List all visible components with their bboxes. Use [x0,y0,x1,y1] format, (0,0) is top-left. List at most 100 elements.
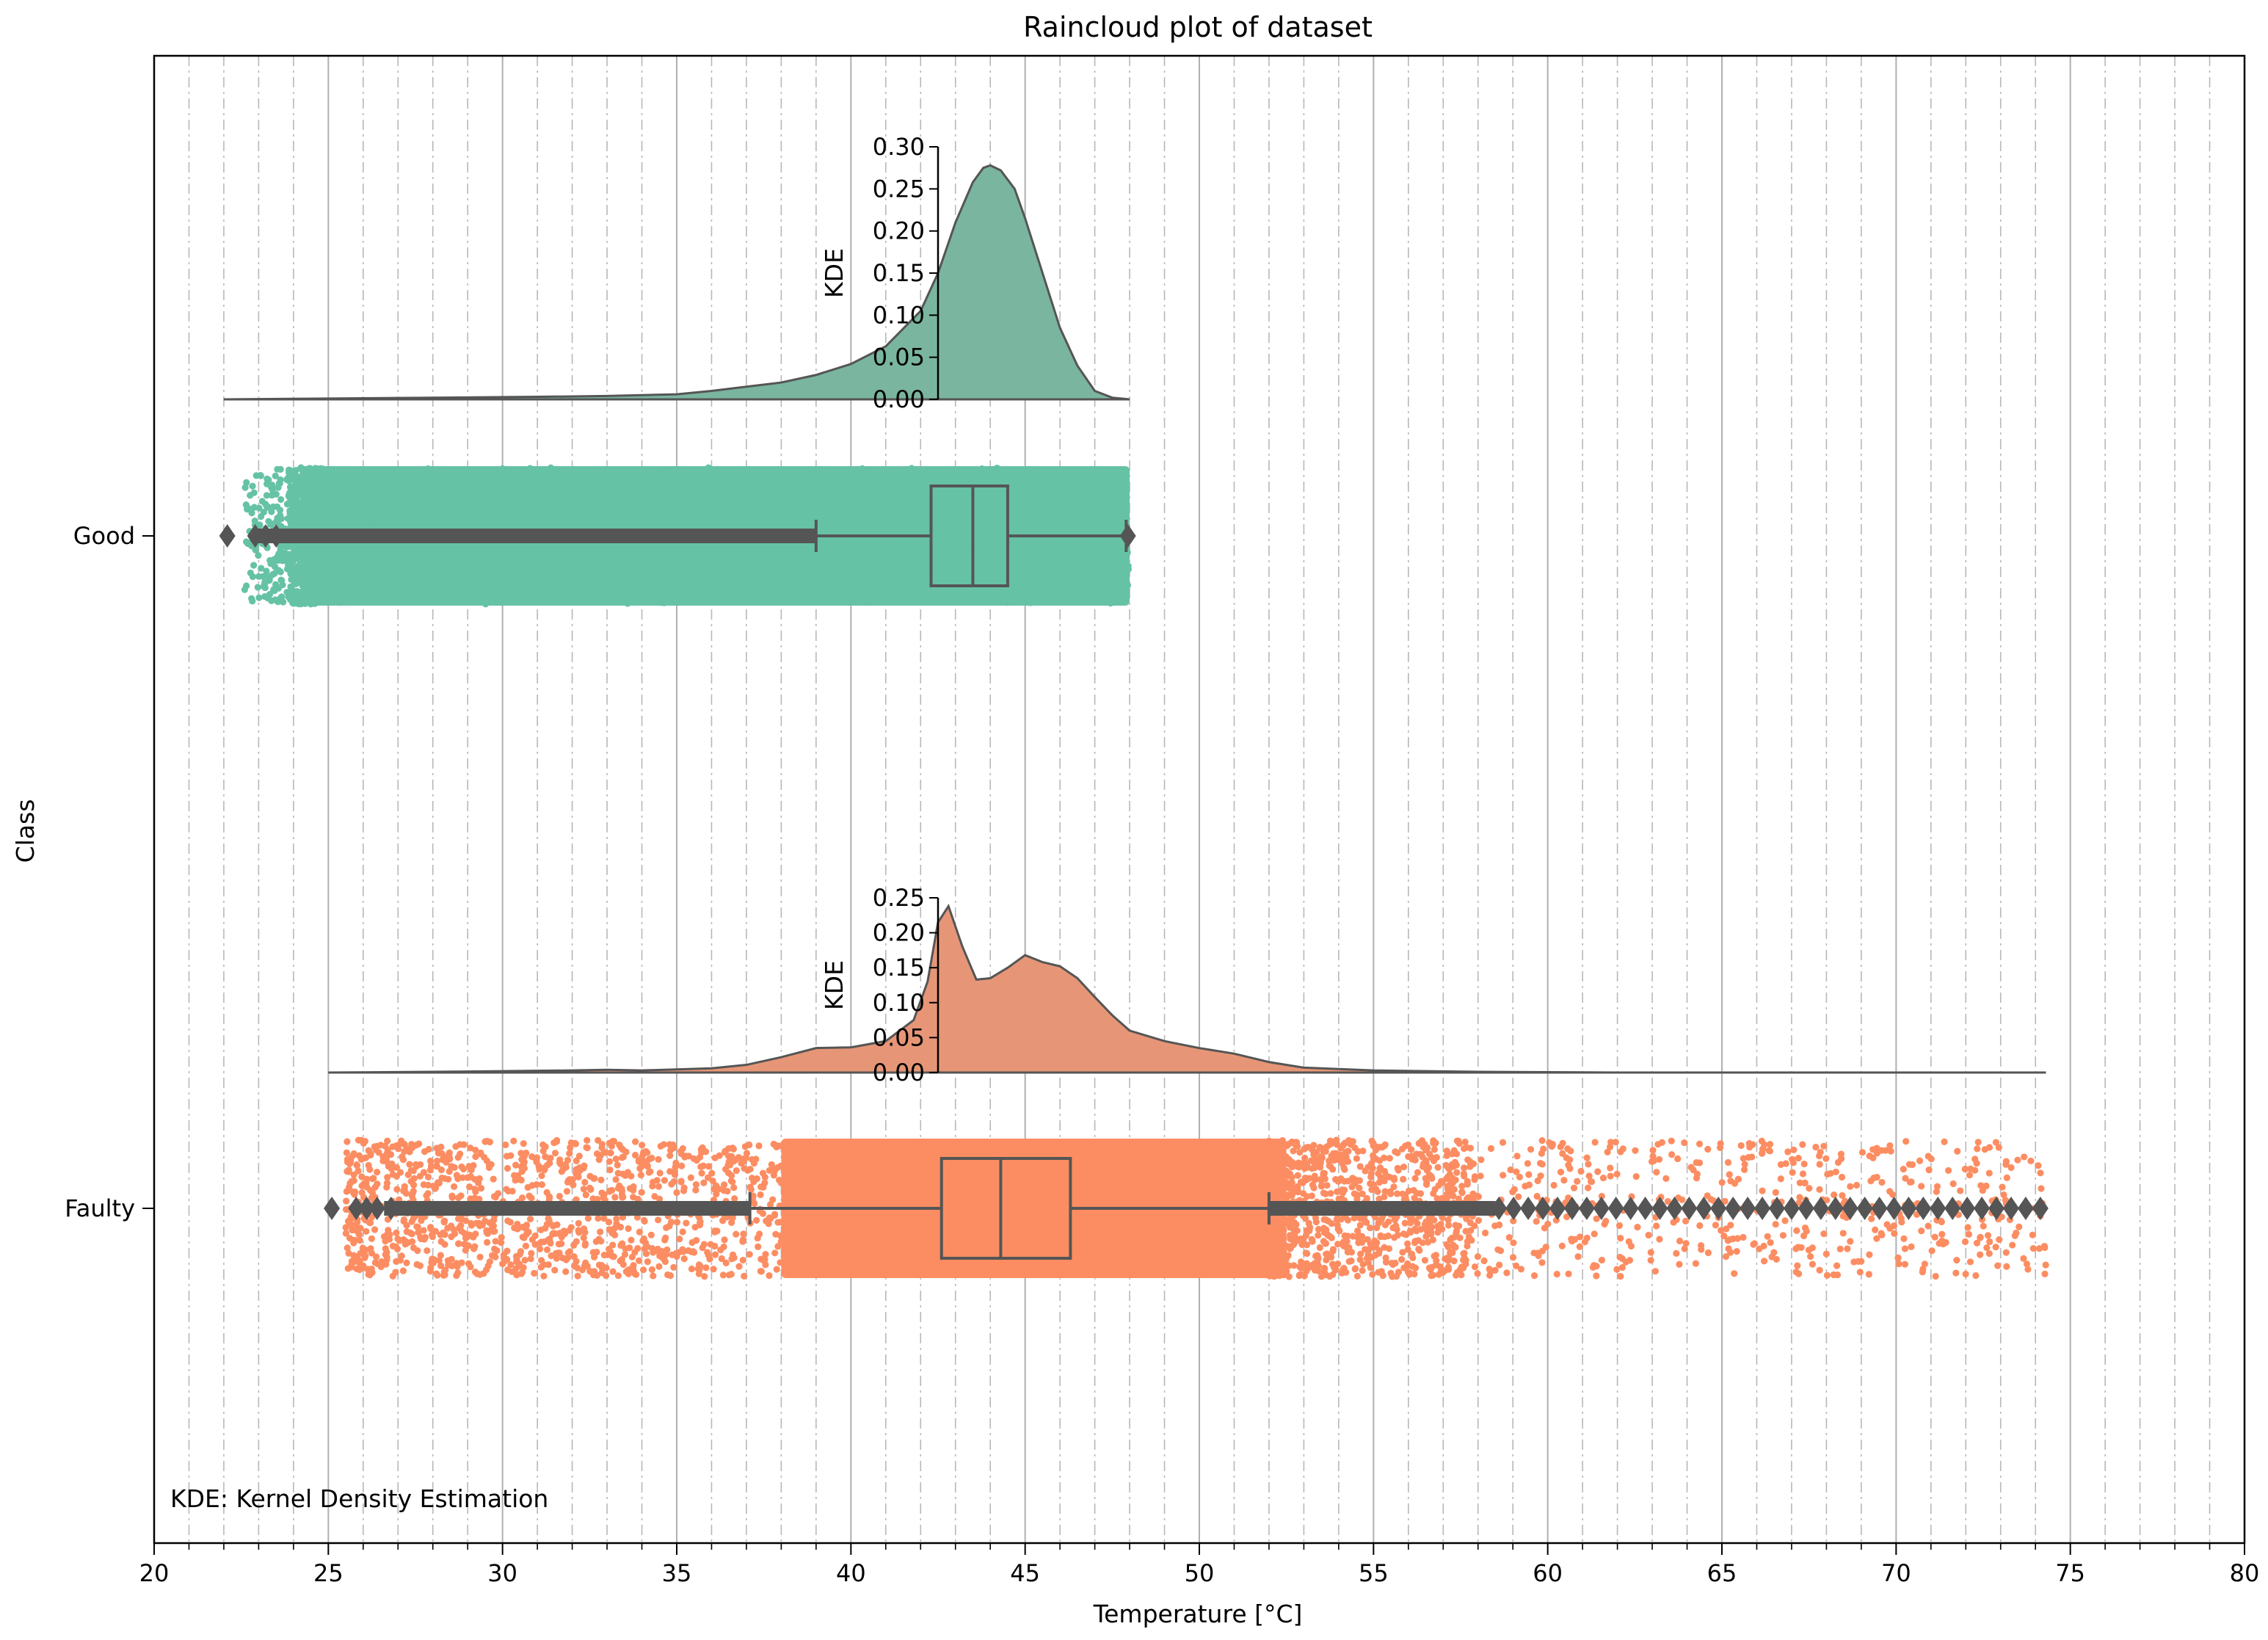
rain-dot [606,1166,614,1174]
rain-dot [680,1187,688,1194]
rain-dot [307,576,314,584]
rain-dot [1681,1139,1688,1147]
rain-dot [1822,1250,1830,1258]
rain-dot [2003,1174,2010,1181]
rain-dot [1443,1152,1450,1159]
rain-dot [1938,1218,1945,1226]
rain-dot [619,1154,626,1161]
rain-dot [791,556,799,564]
rain-dot [536,1245,544,1252]
rain-dot [518,1194,526,1202]
rain-dot [1094,554,1102,562]
rain-dot [2013,1229,2020,1237]
rain-dot [1847,1183,1854,1190]
rain-dot [446,1155,454,1163]
rain-dot [1298,1261,1305,1269]
rain-dot [724,1187,731,1195]
rain-dot [648,1154,655,1162]
kde-tick-label: 0.00 [873,1059,925,1086]
kde-tick-label: 0.25 [873,175,925,203]
rain-dot [535,1162,542,1170]
rain-dot [1973,1239,1981,1247]
rain-dot [666,1152,674,1159]
outlier-marker [1856,1197,1873,1220]
rain-dot [725,587,733,595]
rain-dot [403,1144,410,1153]
rain-dot [1696,1222,1704,1230]
rain-dot [1434,1164,1442,1171]
rain-dot [1655,1155,1663,1163]
rain-dot [503,1153,511,1160]
rain-dot [874,553,882,561]
rain-dot [297,488,304,496]
rain-dot [677,1178,685,1185]
rain-dot [913,503,921,510]
rain-dot [1326,1273,1334,1280]
rain-dot [1977,1234,1984,1241]
rain-dot [730,1254,738,1261]
rain-dot [1464,1242,1471,1250]
rain-dot [1107,600,1114,607]
rain-dot [1448,1234,1455,1242]
rain-dot [902,467,910,474]
rain-dot [490,1193,498,1200]
rain-dot [752,597,759,604]
rain-dot [1759,1187,1766,1194]
rain-dot [1720,1233,1728,1240]
rain-dot [970,474,978,482]
rain-dot [528,1249,535,1258]
rain-dot [1480,1257,1488,1265]
rain-dot [1553,1271,1560,1278]
outlier-marker [1871,1197,1888,1220]
rain-dot [1083,512,1091,520]
rain-dot [1328,1234,1335,1241]
outlier-marker [1607,1197,1624,1220]
rain-dot [460,494,468,501]
rain-dot [564,1249,572,1257]
rain-dot [1550,1181,1558,1189]
rain-dot [1461,1164,1468,1172]
rain-dot [1431,1252,1438,1260]
rain-dot [418,578,426,585]
rain-dot [434,1179,442,1186]
rain-dot [672,487,680,495]
rain-dot [243,479,250,486]
rain-dot [719,549,727,556]
rain-dot [609,1268,617,1275]
rain-dot [516,572,523,579]
rain-dot [520,1140,527,1147]
rain-dot [1676,1237,1684,1245]
rain-dot [938,545,945,552]
rain-dot [1315,1225,1323,1233]
rain-dot [437,1262,445,1269]
rain-dot [1901,1245,1909,1252]
rain-dot [346,1160,354,1167]
rain-dot [1941,1138,1948,1145]
rain-dot [486,1258,493,1266]
rain-dot [1452,1222,1459,1229]
rain-dot [1525,1171,1533,1178]
rain-dot [769,1196,777,1203]
rain-dot [640,1235,647,1243]
rain-dot [433,1163,441,1170]
rain-dot [373,1253,380,1260]
rain-dot [2020,1255,2027,1262]
rain-dot [757,505,765,512]
rain-dot [1916,1157,1924,1164]
rain-dot [424,1247,431,1255]
rain-dot [408,506,415,514]
rain-dot [711,1251,719,1258]
rain-dot [398,1252,405,1260]
rain-dot [1086,561,1094,568]
rain-dot [1447,1179,1455,1186]
rain-dot [652,505,659,512]
rain-dot [517,1150,525,1157]
rain-dot [666,1272,674,1280]
rain-dot [1939,1241,1947,1248]
rain-dot [570,474,578,482]
rain-dot [739,1256,746,1264]
rain-dot [472,1188,479,1195]
rain-dot [723,511,730,519]
rain-dot [1411,1217,1420,1224]
rain-dot [1591,1230,1598,1238]
